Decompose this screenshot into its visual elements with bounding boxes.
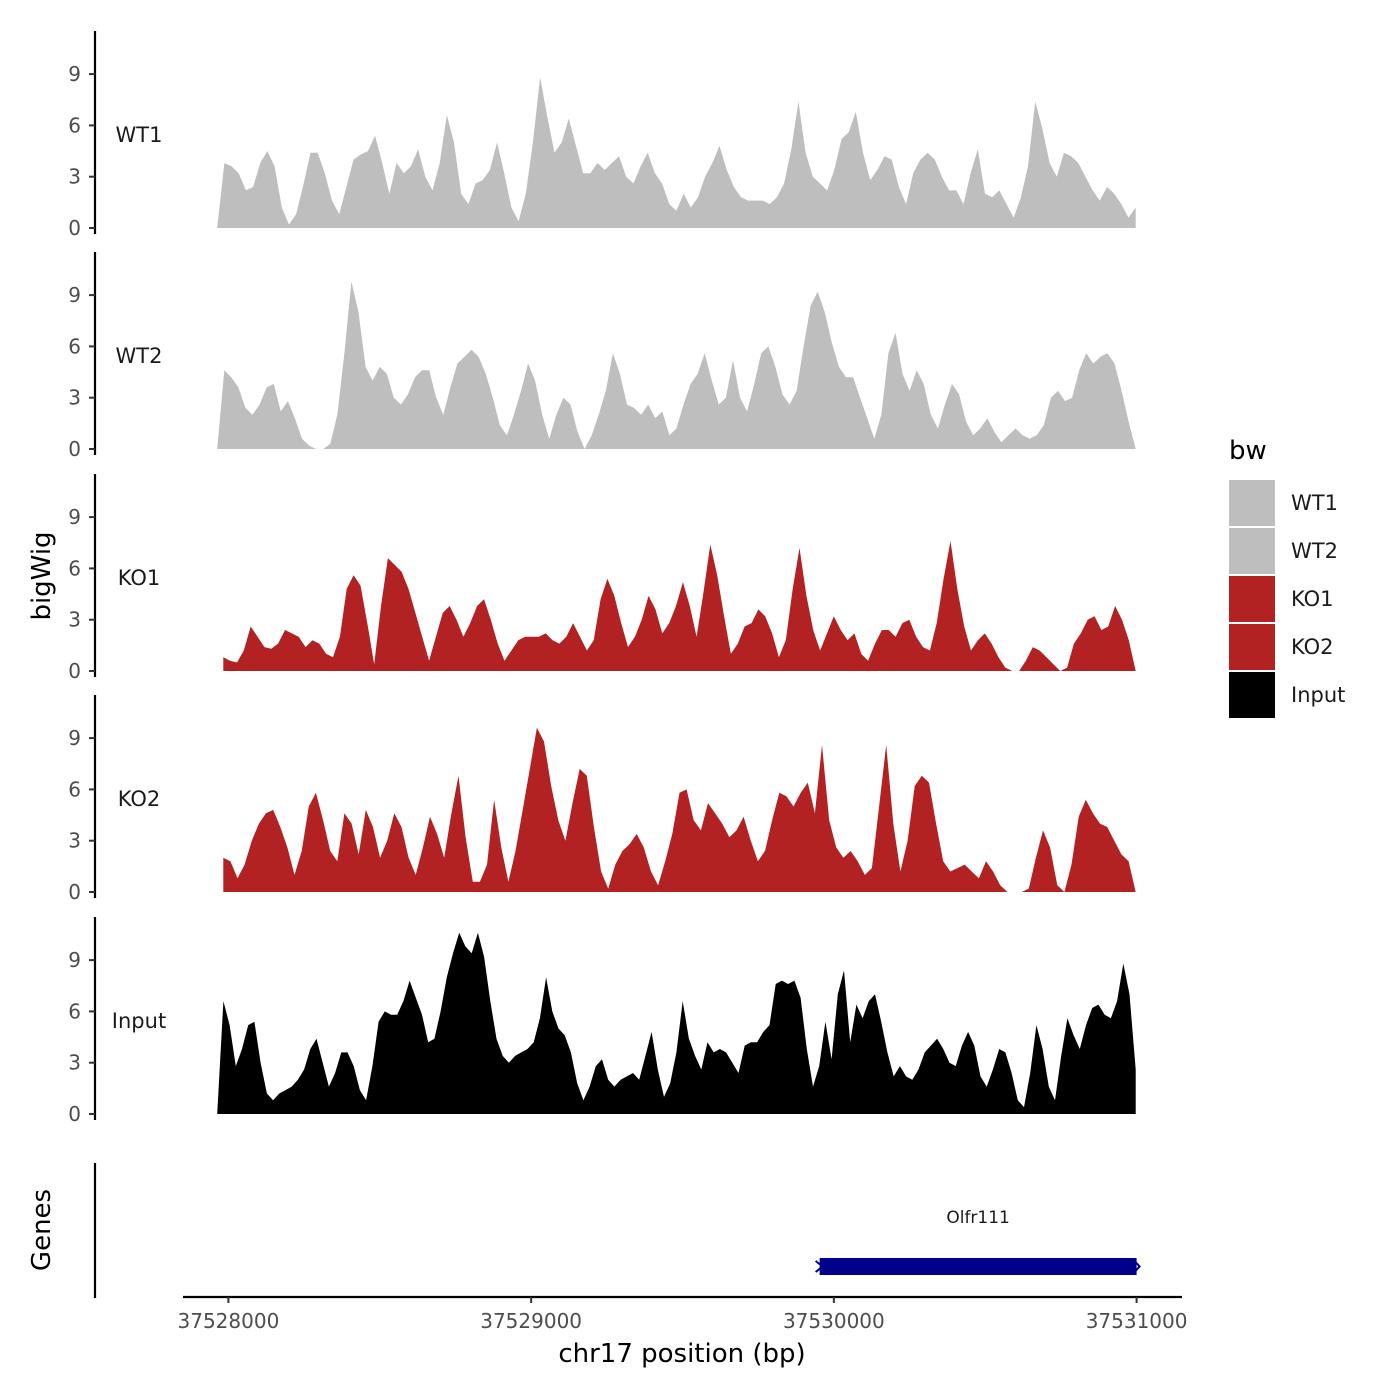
track-label-wt2: WT2	[116, 344, 163, 368]
coverage-area-wt2	[217, 281, 1136, 449]
y-tick-label: 9	[68, 726, 81, 750]
y-tick-label: 3	[68, 608, 81, 632]
track-label-wt1: WT1	[116, 123, 163, 147]
y-tick-label: 3	[68, 165, 81, 189]
y-tick-label: 9	[68, 948, 81, 972]
x-tick-label: 37528000	[178, 1309, 280, 1333]
y-tick-label: 6	[68, 999, 81, 1023]
legend-swatch	[1229, 480, 1275, 526]
genes-panel-title: Genes	[27, 1189, 57, 1271]
legend-item-wt2: WT2	[1229, 528, 1338, 574]
gene-strand-marker	[1133, 1260, 1141, 1273]
coverage-area-ko2	[223, 727, 1136, 892]
gene-label: Olfr111	[946, 1208, 1010, 1228]
legend-swatch	[1229, 672, 1275, 718]
y-axis-title: bigWig	[27, 531, 57, 620]
y-tick-label: 3	[68, 386, 81, 410]
y-tick-label: 0	[68, 659, 81, 683]
y-tick-label: 0	[68, 216, 81, 240]
track-wt1: 0 3 6 9 WT1	[68, 31, 1136, 240]
legend-item-wt1: WT1	[1229, 480, 1338, 526]
legend-label: KO2	[1291, 635, 1334, 659]
gene-body	[819, 1258, 1137, 1275]
y-tick-label: 6	[68, 113, 81, 137]
y-tick-label: 3	[68, 1051, 81, 1075]
y-tick-label: 6	[68, 777, 81, 801]
gene-olfr111: Olfr111	[815, 1208, 1141, 1275]
legend-item-ko1: KO1	[1229, 576, 1334, 622]
legend-item-input: Input	[1229, 672, 1345, 718]
legend-label: Input	[1291, 683, 1345, 707]
y-tick-label: 9	[68, 505, 81, 529]
track-ko2: 0 3 6 9 KO2	[68, 695, 1136, 904]
track-label-ko2: KO2	[118, 787, 161, 811]
track-ko1: 0 3 6 9 KO1	[68, 474, 1136, 683]
x-tick-label: 37531000	[1086, 1309, 1188, 1333]
y-tick-label: 3	[68, 829, 81, 853]
track-wt2: 0 3 6 9 WT2	[68, 252, 1136, 461]
legend-label: WT2	[1291, 539, 1338, 563]
legend-swatch	[1229, 624, 1275, 670]
legend-swatch	[1229, 576, 1275, 622]
legend-title: bw	[1229, 436, 1267, 466]
y-tick-label: 9	[68, 283, 81, 307]
y-tick-label: 0	[68, 880, 81, 904]
x-tick-label: 37530000	[783, 1309, 885, 1333]
x-axis-title: chr17 position (bp)	[558, 1339, 805, 1369]
coverage-area-input	[217, 932, 1136, 1114]
y-tick-label: 0	[68, 1102, 81, 1126]
legend-swatch	[1229, 528, 1275, 574]
coverage-area-wt1	[217, 77, 1136, 228]
x-tick-label: 37529000	[480, 1309, 582, 1333]
gene-strand-marker	[815, 1260, 825, 1273]
legend-item-ko2: KO2	[1229, 624, 1334, 670]
y-tick-label: 6	[68, 556, 81, 580]
track-input: 0 3 6 9 Input	[68, 917, 1136, 1126]
legend-label: WT1	[1291, 491, 1338, 515]
legend-label: KO1	[1291, 587, 1334, 611]
tracks-layer: 0 3 6 9 WT1 0 3 6 9 WT2 0 3 6 9 KO1 0 3 6 9 KO2 0 3 6 9 Input	[68, 31, 1136, 1126]
track-label-ko1: KO1	[118, 566, 161, 590]
coverage-area-ko1	[223, 541, 1136, 671]
y-tick-label: 6	[68, 334, 81, 358]
track-label-input: Input	[112, 1009, 166, 1033]
y-tick-label: 9	[68, 62, 81, 86]
genes-panel: Genes Olfr111	[27, 1163, 1141, 1298]
y-tick-label: 0	[68, 437, 81, 461]
x-axis: chr17 position (bp) 37528000 37529000 3753…	[178, 1295, 1188, 1369]
legend: bw WT1 WT2 KO1 KO2 Input	[1229, 436, 1345, 718]
